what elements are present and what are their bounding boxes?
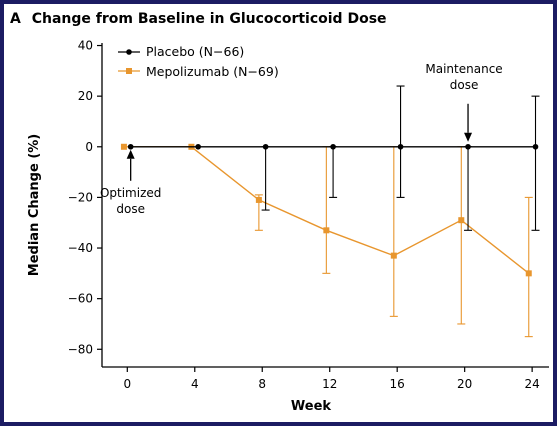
x-tick-label: 12 <box>322 377 337 391</box>
y-tick-label: −60 <box>68 292 93 306</box>
series-placebo <box>127 85 540 231</box>
annotations: Optimized dose Maintenance dose <box>100 62 503 216</box>
title-text: Change from Baseline in Glucocorticoid D… <box>32 11 387 27</box>
legend-label-mepolizumab: Mepolizumab (N−69) <box>146 64 279 79</box>
data-point-mepolizumab <box>120 143 127 150</box>
data-point-placebo <box>532 143 539 150</box>
axes <box>101 43 549 368</box>
legend: Placebo (N−66) Mepolizumab (N−69) <box>118 44 279 79</box>
x-tick-label: 24 <box>524 377 539 391</box>
x-tick-label: 8 <box>258 377 266 391</box>
panel-letter: A <box>10 11 21 27</box>
series-layer <box>120 85 540 338</box>
chart-title: A Change from Baseline in Glucocorticoid… <box>10 11 387 27</box>
data-point-placebo <box>397 143 404 150</box>
x-tick-label: 0 <box>123 377 131 391</box>
y-tick-label: −80 <box>68 342 93 356</box>
data-point-placebo <box>465 143 471 150</box>
data-point-placebo <box>262 143 269 150</box>
x-tick-label: 20 <box>457 377 472 391</box>
x-tick-label: 4 <box>191 377 199 391</box>
annotation-text-optimized: Optimized <box>100 186 161 200</box>
y-tick-label: −40 <box>68 241 93 255</box>
data-point-placebo <box>195 143 201 150</box>
y-tick-label: 20 <box>78 89 93 103</box>
annotation-arrowhead-optimized <box>126 149 135 159</box>
data-point-placebo <box>330 143 336 150</box>
data-point-mepolizumab <box>525 270 532 277</box>
chart: A Change from Baseline in Glucocorticoid… <box>10 11 549 414</box>
series-mepolizumab <box>120 143 533 338</box>
legend-marker-mepolizumab <box>126 68 132 74</box>
data-point-mepolizumab <box>458 217 465 224</box>
annotation-text-optimized: dose <box>116 202 145 216</box>
legend-label-placebo: Placebo (N−66) <box>146 44 244 59</box>
data-point-mepolizumab <box>255 196 262 203</box>
chart-frame: A Change from Baseline in Glucocorticoid… <box>4 4 553 422</box>
x-ticks: 0 4 8 12 16 20 24 <box>123 367 540 391</box>
x-axis-label: Week <box>291 399 332 414</box>
annotation-text-maintenance: dose <box>450 78 479 92</box>
data-point-mepolizumab <box>323 227 330 234</box>
legend-item-placebo: Placebo (N−66) <box>118 44 244 59</box>
annotation-arrowhead-maintenance <box>464 132 473 142</box>
data-point-placebo <box>127 143 134 150</box>
data-point-mepolizumab <box>390 252 397 259</box>
x-tick-label: 16 <box>390 377 405 391</box>
y-ticks: −80 −60 −40 −20 0 20 40 <box>68 39 102 356</box>
annotation-text-maintenance: Maintenance <box>425 62 502 76</box>
legend-marker-placebo <box>126 49 132 55</box>
y-axis-label: Median Change (%) <box>27 134 42 276</box>
y-tick-label: 40 <box>78 39 93 53</box>
y-tick-label: −20 <box>68 190 93 204</box>
y-tick-label: 0 <box>85 140 93 154</box>
legend-item-mepolizumab: Mepolizumab (N−69) <box>118 64 279 79</box>
